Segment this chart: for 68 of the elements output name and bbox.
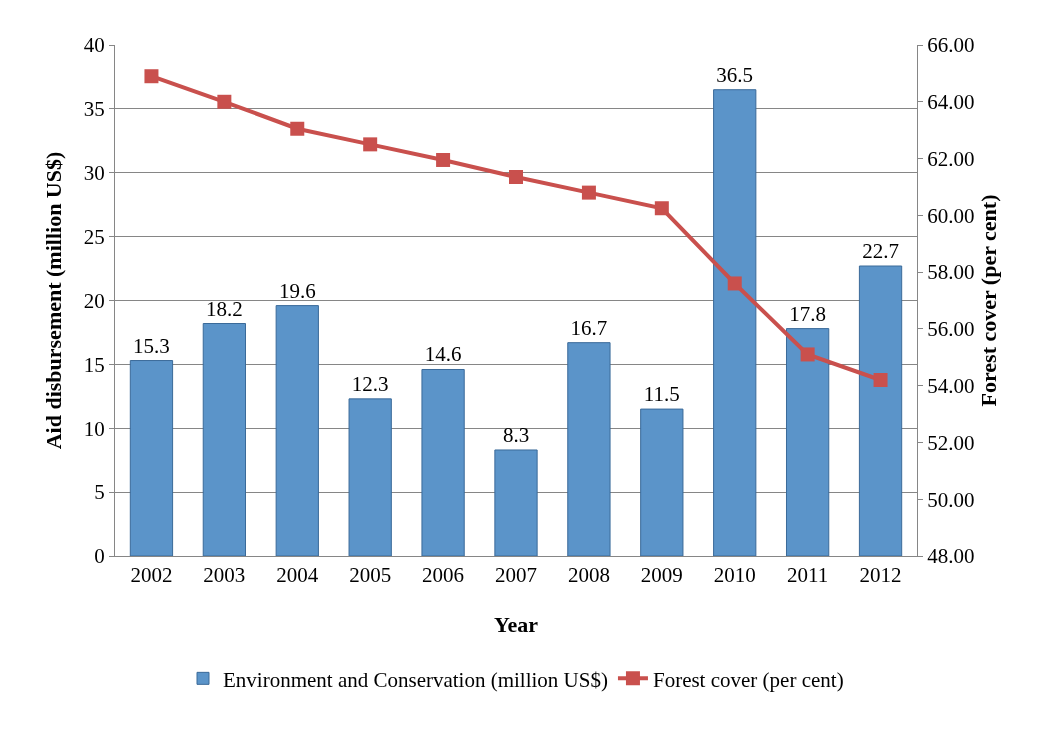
y2-tick-label: 50.00: [927, 487, 975, 512]
y2-tick-label: 62.00: [927, 146, 975, 171]
point: [509, 170, 523, 185]
bar: [494, 449, 538, 556]
point: [800, 347, 815, 362]
point: [581, 185, 596, 200]
y-tick-label: 15: [83, 352, 105, 377]
y2-tick-label: 66.00: [927, 33, 975, 58]
legend-label: Environment and Conservation (million US$): [223, 667, 608, 692]
bar: [129, 360, 174, 556]
y-tick-label: 25: [83, 224, 105, 249]
data-label: 11.5: [643, 382, 680, 407]
point: [654, 201, 669, 216]
x-tick-label: 2009: [640, 563, 683, 588]
y-tick-label: 10: [83, 416, 105, 441]
x-tick-label: 2010: [713, 563, 756, 588]
y2-axis-title: Forest cover (per cent): [976, 194, 1002, 407]
bar: [640, 408, 684, 556]
point: [290, 121, 305, 136]
data-label: 12.3: [351, 371, 389, 396]
data-label: 19.6: [278, 278, 316, 303]
data-label: 16.7: [570, 315, 608, 340]
x-tick-label: 2002: [130, 563, 173, 588]
y2-tick-label: 60.00: [927, 203, 975, 228]
point: [217, 94, 232, 109]
y2-tick-label: 64.00: [927, 90, 975, 115]
x-tick-label: 2003: [203, 563, 246, 588]
y-tick-label: 35: [83, 97, 105, 122]
y-axis-title: Aid disbursement (million US$): [41, 151, 66, 450]
x-tick-label: 2012: [859, 563, 902, 588]
point: [727, 276, 742, 291]
x-axis-title: Year: [494, 612, 539, 637]
bar: [713, 89, 757, 556]
y2-tick-label: 54.00: [927, 374, 975, 399]
legend-label: Forest cover (per cent): [652, 667, 844, 692]
x-tick-label: 2005: [349, 563, 392, 588]
bar: [421, 368, 465, 556]
y-tick-label: 30: [83, 161, 105, 186]
data-label: 15.3: [133, 333, 170, 358]
x-tick-label: 2004: [276, 563, 319, 588]
bar: [202, 323, 247, 556]
bar: [858, 265, 903, 556]
x-tick-label: 2006: [422, 563, 465, 588]
bar: [348, 398, 392, 556]
x-tick-label: 2008: [567, 563, 610, 588]
y-tick-label: 5: [94, 480, 105, 505]
point: [363, 137, 378, 152]
data-label: 17.8: [789, 301, 827, 326]
point: [873, 372, 888, 387]
y2-tick-label: 56.00: [927, 317, 975, 342]
y2-tick-label: 58.00: [927, 260, 975, 285]
bar: [567, 342, 611, 556]
data-label: 22.7: [862, 239, 899, 264]
point: [144, 69, 159, 84]
bar: [275, 305, 319, 556]
bar: [785, 328, 830, 556]
y-tick-label: 40: [83, 33, 105, 58]
x-tick-label: 2011: [787, 563, 829, 588]
data-label: 14.6: [424, 342, 462, 367]
y-tick-label: 20: [83, 288, 105, 313]
y-tick-label: 0: [94, 544, 105, 569]
point: [436, 152, 451, 167]
data-label: 36.5: [716, 62, 754, 87]
y2-tick-label: 52.00: [927, 430, 975, 455]
data-label: 18.2: [205, 296, 243, 321]
y2-tick-label: 48.00: [927, 544, 975, 569]
data-label: 8.3: [502, 422, 530, 447]
x-tick-label: 2007: [495, 563, 537, 588]
